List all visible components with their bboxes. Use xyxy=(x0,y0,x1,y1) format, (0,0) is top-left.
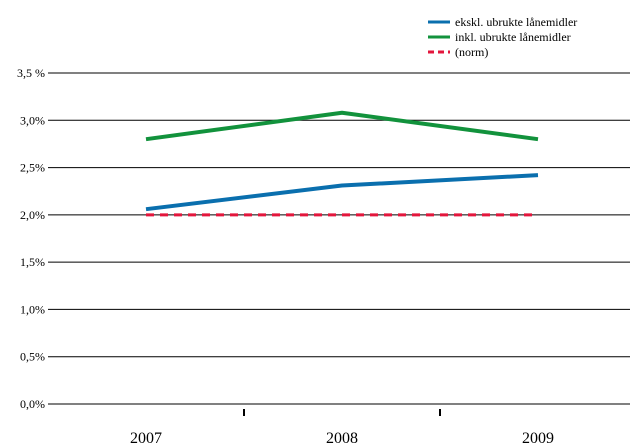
y-tick-label: 0,0% xyxy=(20,397,45,411)
y-tick-label: 3,5 % xyxy=(17,66,45,80)
y-tick-label: 0,5% xyxy=(20,350,45,364)
x-category-label: 2009 xyxy=(522,430,554,446)
grid-lines xyxy=(48,72,630,405)
series-line-ekskl-ubrukte-l-nemidler xyxy=(145,173,539,212)
x-category-label: 2008 xyxy=(326,430,358,446)
y-tick-label: 1,5% xyxy=(20,255,45,269)
series-lines xyxy=(145,110,539,217)
y-tick-label: 2,5% xyxy=(20,161,45,175)
y-tick-label: 2,0% xyxy=(20,208,45,222)
y-axis-tick-labels: 0,0% 0,5% 1,0% 1,5% 2,0% 2,5% 3,0% 3,5 % xyxy=(17,66,45,411)
y-tick-label: 3,0% xyxy=(20,113,45,127)
y-tick-label: 1,0% xyxy=(20,302,45,316)
x-category-label: 2007 xyxy=(130,430,162,446)
x-axis: 2007 2008 2009 xyxy=(130,409,554,446)
legend-label: (norm) xyxy=(455,45,488,59)
series-line-inkl-ubrukte-l-nemidler xyxy=(145,110,539,142)
legend-label: ekskl. ubrukte lånemidler xyxy=(455,15,577,29)
legend-label: inkl. ubrukte lånemidler xyxy=(455,30,571,44)
